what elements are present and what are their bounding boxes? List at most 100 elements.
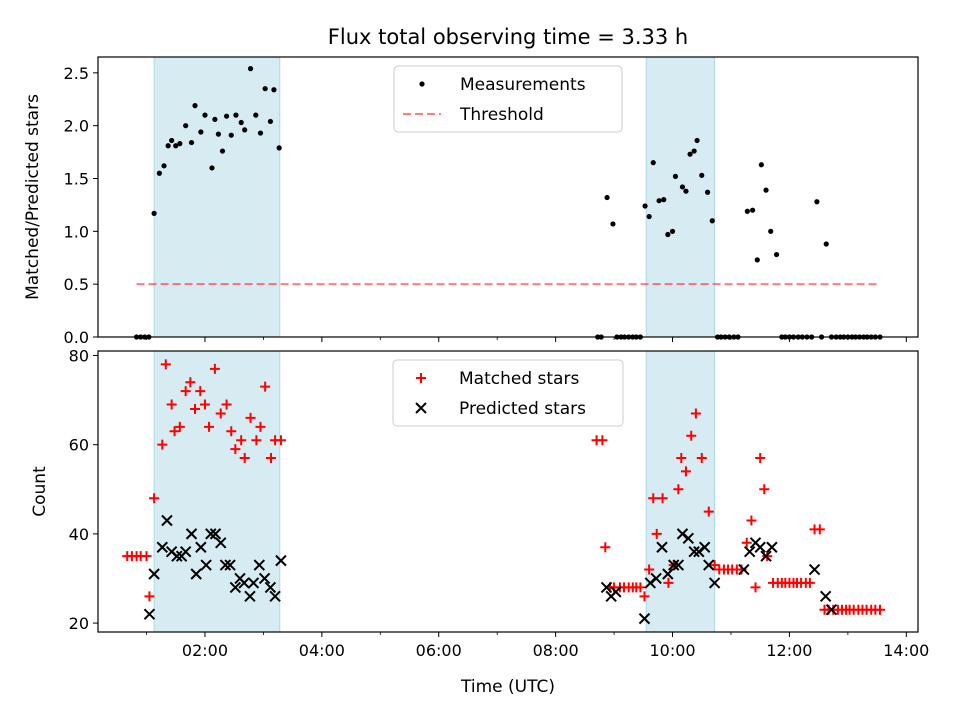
measurement-point bbox=[691, 148, 697, 154]
measurement-point bbox=[156, 170, 162, 176]
predicted-star-point bbox=[682, 532, 695, 545]
x-tick-label: 08:00 bbox=[533, 641, 579, 660]
measurement-point bbox=[650, 160, 656, 166]
measurement-point bbox=[212, 116, 218, 122]
measurement-point bbox=[173, 143, 179, 149]
measurement-point bbox=[604, 194, 610, 201]
measurement-point bbox=[768, 228, 774, 234]
matched-star-point bbox=[195, 386, 206, 397]
matched-star-point bbox=[750, 582, 761, 593]
measurement-point bbox=[709, 218, 715, 224]
matched-star-point bbox=[635, 582, 646, 593]
matched-star-point bbox=[209, 363, 220, 374]
matched-star-point bbox=[639, 591, 650, 602]
matched-star-point bbox=[180, 386, 191, 397]
predicted-star-point bbox=[238, 577, 250, 589]
matched-star-point bbox=[651, 528, 662, 539]
y-tick-label: 1.5 bbox=[64, 170, 89, 189]
predicted-star-point bbox=[253, 559, 266, 571]
matched-star-point bbox=[875, 604, 886, 615]
matched-star-point bbox=[169, 426, 180, 437]
predicted-star-point bbox=[610, 586, 622, 598]
matched-star-point bbox=[759, 484, 770, 495]
measurement-point bbox=[257, 130, 264, 136]
x-tick-label: 02:00 bbox=[182, 641, 228, 660]
measurement-point bbox=[202, 112, 208, 118]
predicted-star-point bbox=[148, 568, 160, 580]
matched-star-point bbox=[597, 435, 608, 446]
predicted-star-point bbox=[185, 528, 198, 540]
matched-star-point bbox=[709, 560, 720, 571]
matched-star-point bbox=[160, 359, 171, 370]
predicted-star-point bbox=[672, 559, 685, 571]
measurement-point bbox=[661, 197, 667, 203]
measurement-point bbox=[656, 198, 662, 204]
matched-star-point bbox=[690, 408, 701, 419]
legend-marker-measurements bbox=[419, 81, 425, 87]
matched-star-point bbox=[255, 421, 266, 432]
matched-star-point bbox=[141, 551, 152, 562]
measurement-point bbox=[669, 228, 676, 234]
matched-star-point bbox=[680, 466, 691, 477]
matched-star-point bbox=[251, 435, 262, 446]
predicted-star-point bbox=[219, 559, 232, 571]
matched-star-point bbox=[174, 421, 185, 432]
legend-box bbox=[392, 359, 624, 427]
predicted-star-point bbox=[215, 537, 227, 549]
measurement-point bbox=[233, 112, 239, 118]
measurement-point bbox=[744, 208, 750, 214]
observing-window-0 bbox=[153, 350, 281, 633]
predicted-star-point bbox=[667, 559, 680, 571]
predicted-star-point bbox=[161, 514, 173, 527]
measurement-point bbox=[646, 213, 652, 220]
x-tick-label: 14:00 bbox=[883, 641, 929, 660]
matched-star-point bbox=[204, 421, 215, 432]
matched-star-point bbox=[215, 408, 226, 419]
axes-frame bbox=[97, 56, 919, 338]
measurement-point bbox=[219, 148, 226, 154]
matched-star-point bbox=[673, 484, 684, 495]
y-tick-label: 1.0 bbox=[64, 222, 89, 241]
legend-label: Threshold bbox=[459, 105, 544, 125]
matched-star-point bbox=[226, 426, 237, 437]
matched-star-point bbox=[236, 435, 247, 446]
predicted-star-point bbox=[244, 590, 256, 603]
matched-star-point bbox=[239, 453, 250, 464]
matched-star-point bbox=[199, 399, 210, 410]
chart-title: Flux total observing time = 3.33 h bbox=[328, 25, 688, 49]
y-tick-label: 60 bbox=[69, 436, 89, 455]
legend: Matched stars Predicted stars bbox=[392, 359, 624, 427]
legend-label: Matched stars bbox=[459, 369, 579, 389]
measurement-point bbox=[814, 199, 820, 205]
y-tick-label: 2.0 bbox=[64, 117, 89, 136]
measurement-point bbox=[610, 221, 616, 227]
measurement-point bbox=[198, 129, 204, 135]
matched-star-point bbox=[260, 381, 271, 392]
measurement-point bbox=[642, 203, 648, 209]
predicted-star-point bbox=[269, 590, 281, 603]
matched-star-point bbox=[644, 564, 655, 575]
predicted-star-point bbox=[143, 608, 156, 620]
matched-star-point bbox=[804, 577, 815, 588]
measurement-point bbox=[247, 66, 254, 72]
matched-star-point bbox=[814, 524, 825, 535]
measurement-point bbox=[188, 139, 195, 146]
measurement-point bbox=[758, 162, 764, 168]
legend: Measurements Threshold bbox=[393, 65, 623, 133]
x-tick-label: 10:00 bbox=[649, 641, 695, 660]
measurement-point bbox=[267, 118, 274, 125]
measurement-point bbox=[687, 151, 693, 157]
matched-star-point bbox=[149, 493, 160, 504]
measurement-point bbox=[763, 187, 769, 193]
predicted-star-point bbox=[156, 541, 168, 553]
predicted-star-point bbox=[708, 577, 721, 589]
legend-box bbox=[393, 65, 623, 133]
matched-star-point bbox=[230, 444, 241, 455]
measurement-point bbox=[161, 163, 167, 169]
measurement-point bbox=[228, 132, 234, 138]
predicted-star-point bbox=[760, 550, 772, 562]
measurement-point bbox=[749, 207, 756, 213]
legend-label: Measurements bbox=[460, 75, 586, 95]
y-tick-label: 2.5 bbox=[64, 64, 89, 83]
matched-star-point bbox=[157, 439, 168, 450]
